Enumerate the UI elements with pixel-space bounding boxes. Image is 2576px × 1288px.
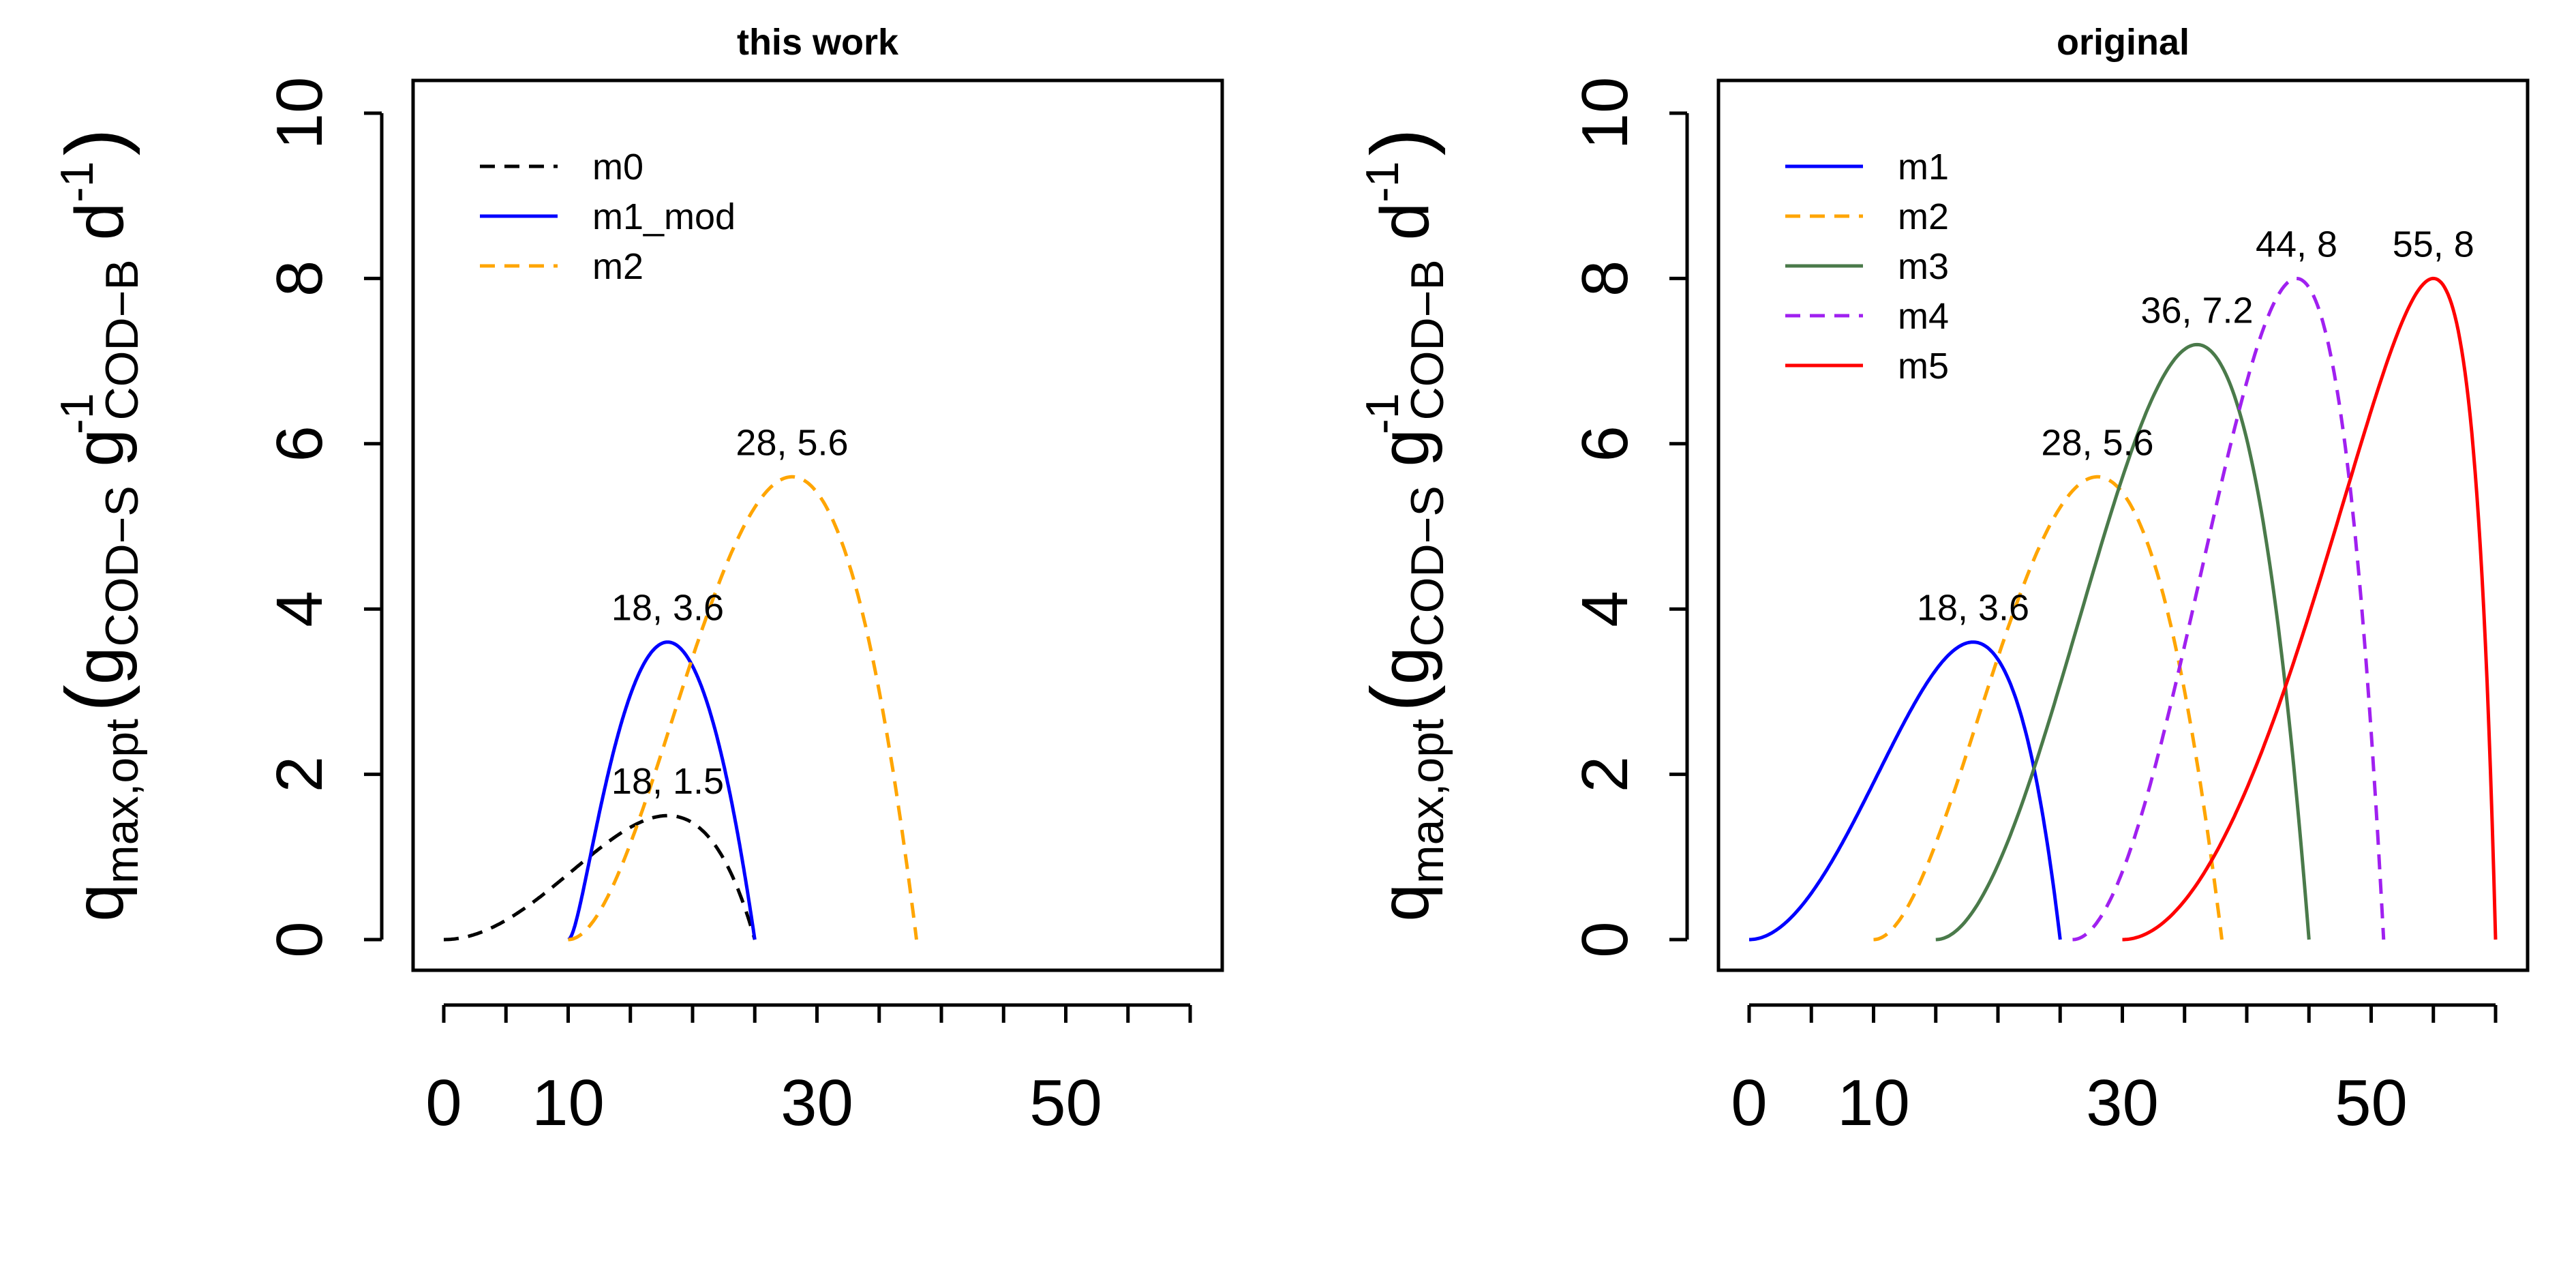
legend: m0 m1_mod m2	[480, 147, 736, 287]
peak-annotation: 28, 5.6	[2041, 422, 2153, 463]
y-axis-label: qmax,opt(gCOD−S g-1COD−B d-1)	[1354, 128, 1453, 921]
y-tick-label: 6	[1569, 425, 1641, 462]
x-tick-label: 10	[532, 1066, 605, 1139]
y-tick-label: 2	[263, 756, 336, 792]
y-tick-label: 4	[263, 591, 336, 627]
panel-original: original 0 10 30 50 0 2 4 6 8 10 qmax,opt(gCOD−S g-…	[1354, 22, 2530, 1139]
y-axis: 0 2 4 6 8 10	[1569, 77, 1689, 958]
peak-annotation: 18, 3.6	[611, 588, 724, 629]
x-tick-label: 50	[2335, 1066, 2408, 1139]
chart-title: this work	[737, 22, 899, 63]
legend-label: m1	[1898, 147, 1949, 188]
series-lines	[443, 475, 918, 942]
peak-annotation: 36, 7.2	[2140, 290, 2253, 331]
x-axis: 0 10 30 50	[1731, 1003, 2498, 1139]
x-tick-label: 0	[425, 1066, 461, 1139]
y-tick-label: 0	[1569, 921, 1641, 957]
y-tick-label: 2	[1569, 756, 1641, 792]
y-tick-label: 8	[263, 260, 336, 297]
series-line-m2	[568, 475, 918, 942]
legend-label: m5	[1898, 346, 1949, 387]
x-tick-label: 10	[1837, 1066, 1910, 1139]
plot-frame	[411, 78, 1224, 972]
legend: m1 m2 m3 m4 m5	[1785, 147, 1949, 387]
legend-label: m1_mod	[592, 196, 736, 237]
legend-label: m0	[592, 147, 643, 188]
legend-label: m2	[1898, 196, 1949, 237]
legend-label: m2	[592, 246, 643, 287]
y-axis: 0 2 4 6 8 10	[263, 77, 384, 958]
series-lines	[1748, 276, 2498, 942]
chart-title: original	[2057, 22, 2189, 63]
annotations: 18, 3.6 18, 1.5 28, 5.6	[611, 422, 849, 802]
series-line-m3	[1935, 342, 2311, 942]
x-tick-label: 0	[1731, 1066, 1767, 1139]
series-line-m5	[2122, 276, 2498, 942]
annotations: 18, 3.6 28, 5.6 36, 7.244, 8 55, 8	[1917, 224, 2474, 628]
x-tick-label: 50	[1029, 1066, 1102, 1139]
peak-annotation: 44, 8	[2256, 224, 2337, 265]
y-tick-label: 0	[263, 921, 336, 957]
y-tick-label: 8	[1569, 260, 1641, 297]
series-line-m2	[1873, 475, 2224, 942]
x-axis: 0 10 30 50	[425, 1003, 1192, 1139]
peak-annotation: 18, 3.6	[1917, 588, 2029, 629]
panel-this-work: this work 0 10 30 50 0 2 4 6 8 10 qmax,opt(gCOD−S g…	[49, 22, 1224, 1139]
series-line-m1	[1748, 640, 2062, 942]
y-axis-label: qmax,opt(gCOD−S g-1COD−B d-1)	[49, 128, 148, 921]
y-tick-label: 4	[1569, 591, 1641, 627]
series-line-m1_mod	[567, 640, 757, 942]
y-tick-label: 10	[263, 77, 336, 150]
y-tick-label: 6	[263, 425, 336, 462]
series-line-m0	[443, 813, 757, 942]
y-tick-label: 10	[1569, 77, 1641, 150]
peak-annotation: 28, 5.6	[736, 422, 848, 463]
legend-label: m3	[1898, 246, 1949, 287]
x-tick-label: 30	[2086, 1066, 2159, 1139]
series-line-m4	[2072, 276, 2386, 942]
x-tick-label: 30	[781, 1066, 853, 1139]
peak-annotation: 18, 1.5	[611, 761, 724, 802]
plot-frame	[1716, 78, 2530, 972]
peak-annotation: 55, 8	[2393, 224, 2474, 265]
legend-label: m4	[1898, 296, 1949, 337]
